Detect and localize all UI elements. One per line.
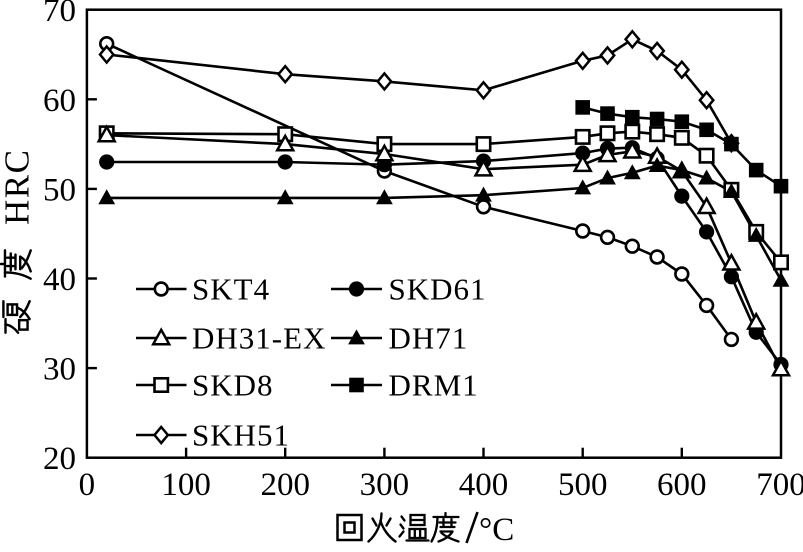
svg-text:300: 300 [360,467,410,503]
svg-text:HRC: HRC [0,149,37,225]
svg-text:30: 30 [43,352,76,388]
svg-text:60: 60 [43,83,76,119]
svg-text:°C: °C [479,512,514,547]
svg-text:70: 70 [43,0,76,29]
svg-text:DH71: DH71 [389,321,469,356]
svg-text:40: 40 [43,262,76,298]
svg-text:100: 100 [161,467,211,503]
svg-text:400: 400 [459,467,509,503]
svg-text:SKD61: SKD61 [389,272,487,307]
svg-text:0: 0 [79,467,96,503]
svg-text:700: 700 [756,467,803,503]
svg-text:SKD8: SKD8 [192,368,274,403]
svg-text:20: 20 [43,441,76,477]
svg-text:DRM1: DRM1 [389,368,479,403]
svg-text:200: 200 [260,467,310,503]
svg-text:500: 500 [558,467,608,503]
svg-text:DH31-EX: DH31-EX [192,321,326,356]
svg-text:600: 600 [657,467,707,503]
svg-text:SKH51: SKH51 [192,418,290,453]
svg-text:SKT4: SKT4 [192,272,270,307]
svg-text:50: 50 [43,172,76,208]
